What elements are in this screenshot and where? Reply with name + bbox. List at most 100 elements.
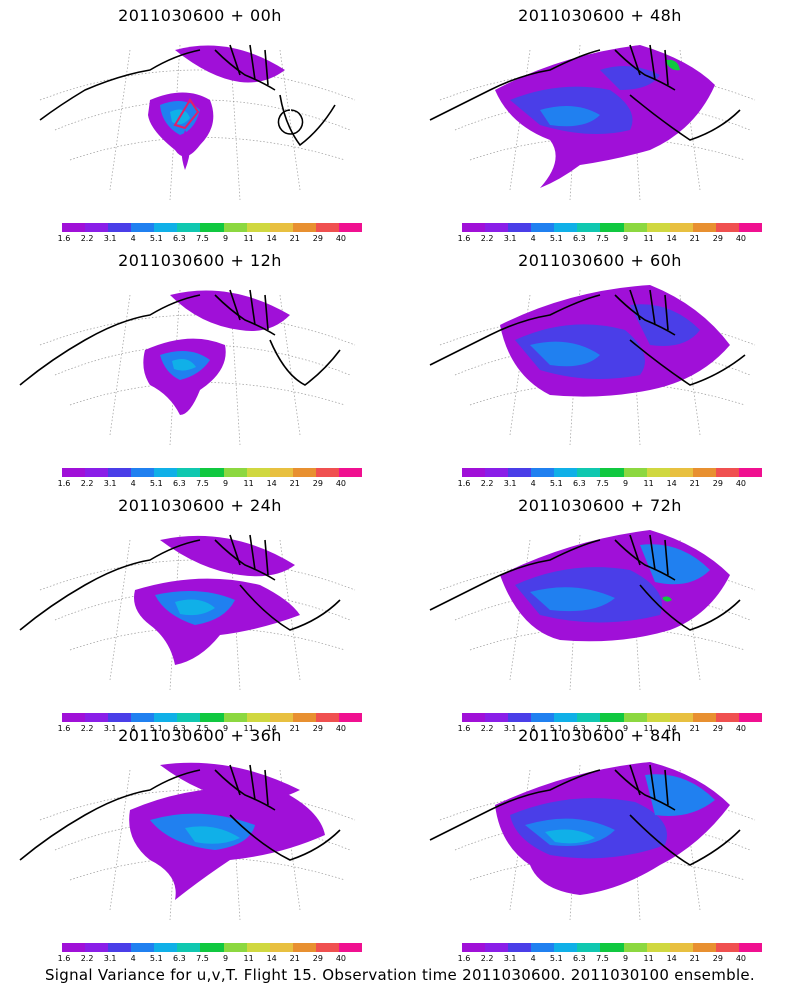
legend-label: 11 (643, 954, 654, 963)
legend-swatch (223, 713, 247, 722)
legend-bar (462, 468, 763, 477)
map-panel-72h: 2011030600 + 72h 1.6 2.2 3.1 4 5.1 6.3 7.5 9 11 1… (400, 490, 800, 735)
legend-bar (462, 943, 763, 952)
map-00h (39, 44, 356, 201)
color-legend: 1.6 2.2 3.1 4 5.1 6.3 7.5 9 11 14 21 29 40 (58, 943, 363, 967)
legend-swatch (108, 713, 132, 722)
legend-label: 11 (243, 724, 254, 733)
legend-label: 4 (130, 724, 136, 733)
legend-label: 29 (312, 724, 323, 733)
legend-swatch (85, 223, 109, 232)
legend-label: 1.6 (457, 954, 471, 963)
legend-swatch (577, 943, 601, 952)
legend-swatch (223, 468, 247, 477)
legend-swatch (131, 468, 155, 477)
legend-label: 7.5 (196, 479, 209, 488)
legend-swatch (715, 713, 739, 722)
legend-bar (62, 713, 363, 722)
legend-labels: 1.6 2.2 3.1 4 5.1 6.3 7.5 9 11 14 21 29 40 (58, 724, 362, 736)
legend-swatch (177, 713, 201, 722)
coastlines (19, 289, 341, 386)
legend-swatch (246, 713, 270, 722)
legend-label: 21 (689, 724, 700, 733)
legend-swatch (338, 468, 363, 477)
signal-variance-field (500, 285, 730, 397)
legend-label: 29 (312, 954, 323, 963)
legend-label: 7.5 (196, 234, 209, 243)
legend-swatch (508, 223, 532, 232)
legend-swatch (269, 713, 293, 722)
legend-label: 11 (243, 234, 254, 243)
legend-swatch (646, 468, 670, 477)
legend-label: 5.1 (549, 479, 563, 488)
legend-label: 6.3 (173, 234, 186, 243)
map-panel-36h: 2011030600 + 36h 1.6 2.2 3.1 4 5.1 6.3 7.5 9 11 1… (0, 720, 400, 965)
panel-title: 2011030600 + 00h (118, 6, 282, 25)
legend-label: 40 (335, 724, 347, 733)
legend-swatch (508, 713, 532, 722)
legend-swatch (200, 468, 224, 477)
legend-label: 14 (266, 479, 277, 488)
legend-label: 4 (530, 234, 536, 243)
legend-label: 3.1 (503, 954, 517, 963)
legend-swatch (292, 943, 316, 952)
legend-label: 14 (666, 724, 677, 733)
legend-label: 14 (666, 954, 677, 963)
legend-label: 9 (622, 954, 629, 963)
coastlines (429, 534, 741, 631)
legend-bar (62, 943, 363, 952)
legend-label: 5.1 (149, 954, 163, 963)
legend-label: 3.1 (503, 724, 517, 733)
legend-swatch (646, 943, 670, 952)
legend-label: 40 (335, 479, 347, 488)
legend-swatch (692, 943, 716, 952)
signal-variance-field (143, 290, 290, 415)
legend-label: 29 (712, 479, 723, 488)
legend-label: 6.3 (573, 479, 586, 488)
map-48h (429, 44, 756, 201)
legend-swatch (62, 223, 86, 232)
legend-label: 9 (622, 479, 629, 488)
coastlines (429, 44, 741, 141)
color-legend: 1.6 2.2 3.1 4 5.1 6.3 7.5 9 11 14 21 29 40 (58, 468, 363, 492)
legend-swatch (531, 713, 555, 722)
legend-swatch (338, 943, 363, 952)
color-legend: 1.6 2.2 3.1 4 5.1 6.3 7.5 9 11 14 21 29 40 (458, 223, 763, 247)
panel-title: 2011030600 + 24h (118, 496, 282, 515)
legend-label: 2.2 (80, 234, 94, 243)
legend-label: 4 (530, 954, 536, 963)
legend-label: 29 (712, 954, 723, 963)
legend-label: 29 (712, 724, 723, 733)
legend-label: 29 (312, 234, 323, 243)
legend-label: 3.1 (103, 234, 117, 243)
map-24h (19, 534, 356, 691)
map-panel-84h: 2011030600 + 84h 1.6 2.2 3.1 4 5.1 6.3 7.5 9 11 1… (400, 720, 800, 965)
legend-swatch (269, 468, 293, 477)
legend-swatch (577, 223, 601, 232)
legend-label: 3.1 (103, 724, 117, 733)
map-panel-60h: 2011030600 + 60h 1.6 2.2 3.1 4 5.1 6.3 7.5 9 11 1… (400, 245, 800, 490)
legend-label: 9 (222, 234, 229, 243)
legend-swatch (692, 468, 716, 477)
legend-swatch (154, 468, 178, 477)
legend-label: 40 (735, 234, 747, 243)
legend-label: 21 (289, 724, 300, 733)
legend-swatch (669, 943, 693, 952)
legend-swatch (246, 943, 270, 952)
legend-swatch (508, 468, 532, 477)
legend-swatch (646, 223, 670, 232)
legend-label: 7.5 (596, 234, 609, 243)
legend-label: 1.6 (57, 479, 71, 488)
legend-label: 11 (643, 724, 654, 733)
legend-swatch (554, 713, 578, 722)
legend-swatch (623, 468, 647, 477)
legend-label: 40 (735, 724, 747, 733)
legend-swatch (223, 223, 247, 232)
legend-bar (462, 223, 763, 232)
legend-label: 3.1 (503, 479, 517, 488)
legend-bar (62, 223, 363, 232)
legend-label: 4 (530, 479, 536, 488)
legend-swatch (462, 223, 486, 232)
legend-label: 40 (735, 479, 747, 488)
legend-swatch (338, 223, 363, 232)
